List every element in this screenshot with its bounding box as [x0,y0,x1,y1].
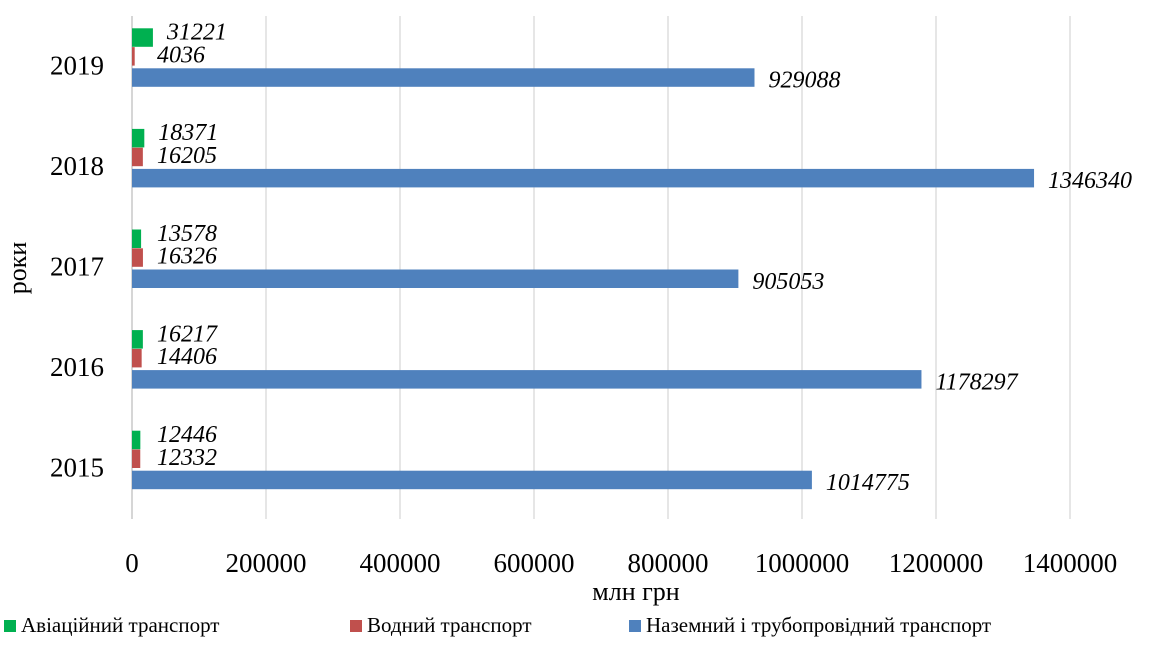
bar [132,168,1035,188]
x-tick-label: 0 [125,548,139,578]
x-tick-label: 600000 [494,548,575,578]
gridlines [131,16,1071,519]
y-tick-label: 2019 [50,50,104,80]
data-label: 1178297 [935,369,1018,395]
x-tick-label: 200000 [226,548,307,578]
x-axis-title: млн грн [592,577,680,606]
bar [132,348,142,368]
bar [132,128,145,148]
data-label: 4036 [157,42,205,68]
x-tick-label: 1000000 [755,548,850,578]
bar [132,449,141,468]
bar [132,248,143,267]
legend: Авіаційний транспорт Водний транспорт Назе… [4,613,991,637]
y-axis-ticks: 2015 2016 2017 2018 2019 [50,50,104,482]
bar [132,229,142,248]
legend-entry: Наземний і трубопровідний транспорт [646,613,991,637]
bar [132,147,143,167]
x-tick-label: 400000 [360,548,441,578]
data-label: 16205 [157,143,217,169]
data-label: 929088 [768,68,840,94]
legend-swatch [629,620,641,632]
data-label: 14406 [157,344,217,370]
bar [132,470,812,490]
y-tick-label: 2016 [50,352,104,382]
bar [132,68,755,87]
bar [132,430,141,450]
data-label: 18371 [158,120,218,146]
data-label: 31221 [166,20,227,46]
legend-entry: Водний транспорт [367,613,532,637]
data-label: 13578 [157,221,217,247]
bar [132,370,922,389]
bars [132,28,1035,490]
y-tick-label: 2018 [50,151,104,181]
bar [132,28,153,47]
x-axis-ticks: 0 200000 400000 600000 800000 1000000 1200000 1… [125,548,1117,578]
bar [132,330,143,349]
x-tick-label: 1400000 [1023,548,1118,578]
data-label: 1346340 [1048,168,1132,194]
legend-swatch [4,620,16,632]
data-label: 16326 [157,244,217,270]
legend-swatch [350,620,362,632]
data-label: 12446 [157,422,217,448]
bar [132,269,739,288]
x-tick-label: 1200000 [889,548,984,578]
legend-entry: Авіаційний транспорт [21,613,219,637]
data-labels: 1244612332101477516217144061178297135781… [157,20,1132,496]
data-label: 16217 [157,321,218,347]
data-label: 12332 [157,445,217,471]
y-axis-title: роки [3,242,32,295]
bar [132,47,135,66]
data-label: 1014775 [826,470,910,496]
data-label: 905053 [752,269,824,295]
y-tick-label: 2017 [50,252,104,282]
y-tick-label: 2015 [50,453,104,483]
x-tick-label: 800000 [628,548,709,578]
